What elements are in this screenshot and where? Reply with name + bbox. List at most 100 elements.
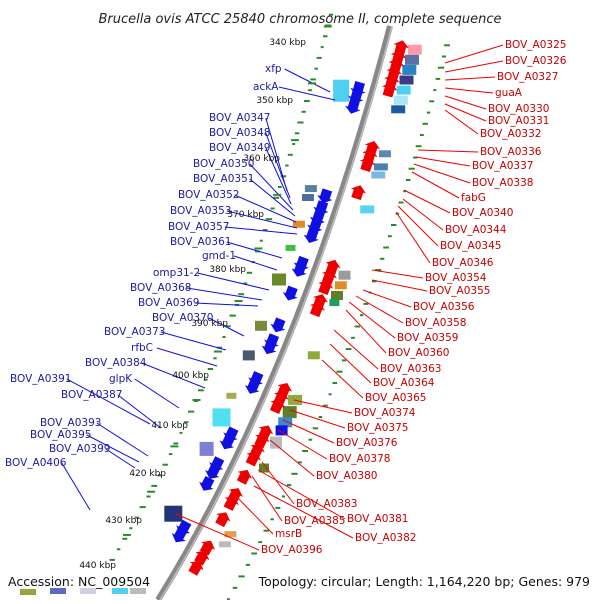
gc-dot (304, 100, 310, 102)
gene-label[interactable]: BOV_A0336 (480, 146, 542, 158)
gene-label[interactable]: omp31-2 (153, 267, 200, 279)
gene-label[interactable]: xfp (265, 63, 282, 75)
leader-line (444, 87, 494, 94)
gene-label[interactable]: BOV_A0364 (373, 377, 435, 389)
gene-label[interactable]: gmd-1 (202, 250, 236, 262)
chromosome-backbone (155, 25, 393, 602)
gene-label[interactable]: BOV_A0376 (336, 437, 398, 449)
gene-label[interactable]: BOV_A0387 (61, 389, 122, 401)
gene-label[interactable]: BOV_A0396 (261, 544, 323, 556)
gene-block (272, 273, 286, 286)
gc-dot (336, 370, 343, 373)
gene-label[interactable]: BOV_A0348 (209, 127, 270, 139)
gene-label[interactable]: BOV_A0338 (472, 177, 533, 189)
leader-line (417, 149, 479, 153)
gene-arrow-shape (245, 451, 261, 467)
gene-label[interactable]: fabG (461, 192, 486, 204)
gc-dot (426, 111, 431, 114)
gene-label[interactable]: BOV_A0354 (425, 272, 487, 284)
gene-label[interactable]: BOV_A0406 (5, 457, 67, 469)
leader-line (257, 469, 346, 520)
gc-dot (363, 302, 369, 305)
gene-label[interactable]: BOV_A0361 (170, 236, 231, 248)
gc-dot (282, 495, 285, 498)
gene-label[interactable]: BOV_A0391 (10, 373, 71, 385)
gene-label[interactable]: BOV_A0327 (497, 71, 558, 83)
gene-label[interactable]: glpK (109, 373, 133, 385)
gene-label[interactable]: BOV_A0378 (329, 453, 390, 465)
gene-label[interactable]: guaA (495, 87, 523, 99)
gene-label[interactable]: BOV_A0385 (284, 515, 345, 527)
gene-label[interactable]: BOV_A0360 (388, 347, 449, 359)
gene-label[interactable]: BOV_A0373 (104, 326, 165, 338)
gene-label[interactable]: BOV_A0383 (296, 498, 357, 510)
gene-label[interactable]: BOV_A0384 (85, 357, 147, 369)
gene-label[interactable]: BOV_A0337 (472, 160, 533, 172)
gene-label[interactable]: BOV_A0350 (193, 158, 254, 170)
gene-block (282, 406, 297, 419)
gene-arrow-shape (381, 82, 398, 98)
gene-label[interactable]: BOV_A0363 (380, 363, 441, 375)
leader-line (321, 359, 364, 399)
gene-label[interactable]: BOV_A0349 (209, 142, 270, 154)
gene-label[interactable]: BOV_A0365 (365, 392, 426, 404)
gene-label[interactable]: BOV_A0368 (130, 282, 191, 294)
gene-label[interactable]: BOV_A0326 (505, 55, 567, 67)
gene-label[interactable]: BOV_A0375 (347, 422, 408, 434)
gene-block (302, 194, 314, 201)
reverse-gene-arrow (309, 302, 325, 318)
gene-label[interactable]: msrB (275, 528, 302, 540)
gene-label[interactable]: BOV_A0346 (432, 257, 494, 269)
gene-block (371, 171, 386, 179)
gene-block (405, 54, 419, 65)
gene-label[interactable]: BOV_A0380 (316, 470, 377, 482)
gene-label[interactable]: BOV_A0330 (488, 103, 549, 115)
gc-dot (183, 421, 189, 424)
leader-line (117, 394, 162, 429)
gene-label[interactable]: BOV_A0374 (354, 407, 416, 419)
gene-label[interactable]: BOV_A0332 (480, 128, 541, 140)
gene-arrow-shape (261, 339, 277, 355)
gene-label[interactable]: BOV_A0347 (209, 112, 270, 124)
gene-label[interactable]: BOV_A0353 (170, 205, 231, 217)
gene-arrow-shape (219, 434, 235, 450)
gc-dot (291, 472, 298, 475)
gc-dot (207, 368, 214, 370)
scale-label: 440 kbp (79, 561, 116, 571)
gene-label[interactable]: BOV_A0369 (138, 297, 199, 309)
gene-label[interactable]: BOV_A0355 (429, 285, 490, 297)
gc-dot (314, 67, 318, 70)
gene-label[interactable]: BOV_A0393 (40, 417, 101, 429)
gene-label[interactable]: BOV_A0358 (405, 317, 466, 329)
leader-line (397, 205, 439, 247)
gene-arrow-shape (291, 261, 307, 277)
leader-line (226, 210, 298, 229)
forward-gene-arrow (244, 378, 260, 394)
gc-dot (198, 389, 204, 392)
gene-label[interactable]: BOV_A0331 (488, 115, 549, 127)
leader-line (444, 95, 487, 110)
gene-label[interactable]: BOV_A0345 (440, 240, 501, 252)
gene-label[interactable]: rfbC (131, 342, 153, 354)
leader-line (156, 347, 218, 367)
gc-dot (332, 382, 338, 384)
gene-label[interactable]: BOV_A0359 (397, 332, 458, 344)
gc-dot (258, 541, 263, 544)
gene-label[interactable]: BOV_A0351 (193, 173, 254, 185)
gene-arrow-shape (282, 285, 298, 301)
gene-label[interactable]: BOV_A0352 (178, 189, 239, 201)
gene-label[interactable]: BOV_A0370 (152, 312, 213, 324)
reverse-gene-arrow (215, 512, 231, 528)
gene-label[interactable]: BOV_A0344 (445, 224, 507, 236)
gene-label[interactable]: BOV_A0340 (452, 207, 513, 219)
gene-label[interactable]: BOV_A0381 (347, 513, 408, 525)
gene-label[interactable]: BOV_A0382 (355, 532, 416, 544)
gene-label[interactable]: BOV_A0357 (168, 221, 229, 233)
leader-line (293, 399, 353, 414)
gene-label[interactable]: ackA (253, 81, 279, 93)
gene-label[interactable]: BOV_A0399 (49, 443, 110, 455)
gene-label[interactable]: BOV_A0325 (505, 39, 566, 51)
gene-label[interactable]: BOV_A0395 (30, 429, 91, 441)
gene-label[interactable]: BOV_A0356 (413, 301, 475, 313)
